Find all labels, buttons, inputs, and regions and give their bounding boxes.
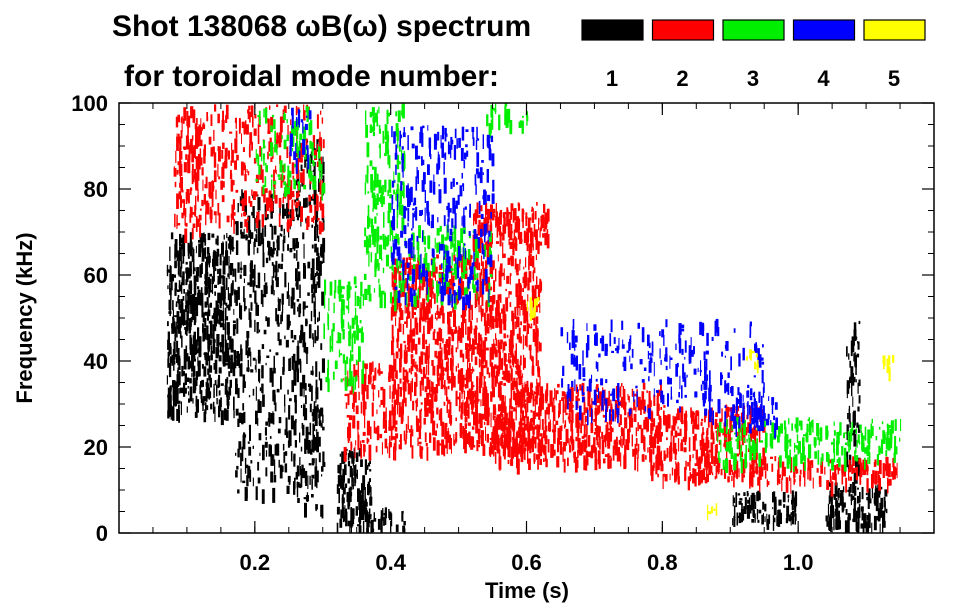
x-tick-label: 0.2 (240, 550, 271, 575)
y-tick-label: 80 (84, 177, 108, 202)
series-n=3-blob-4 (486, 103, 529, 139)
x-tick-label: 0.6 (511, 550, 542, 575)
series-n=1-blob-0 (166, 232, 237, 426)
series-n=1-blob-6 (825, 481, 888, 533)
chart-title-line1: Shot 138068 ωB(ω) spectrum (112, 10, 531, 43)
series-n=1 (166, 139, 888, 533)
series-n=2-blob-1 (201, 104, 325, 235)
series-n=2-blob-2 (343, 361, 392, 462)
series-n=4-blob-0 (289, 107, 312, 174)
y-tick-label: 20 (84, 435, 108, 460)
y-tick-label: 60 (84, 263, 108, 288)
series-n=3-blob-5 (717, 417, 902, 474)
x-tick-label: 0.4 (375, 550, 406, 575)
legend-swatch-mode-2 (651, 19, 715, 41)
series-n=2-blob-0 (173, 106, 203, 244)
y-tick-label: 100 (71, 91, 108, 116)
legend-swatch-mode-4 (792, 19, 856, 41)
legend-swatch-mode-5 (863, 19, 926, 41)
series-n=2-blob-5 (492, 382, 663, 475)
y-tick-label: 40 (84, 349, 108, 374)
series-n=2-blob-4 (472, 202, 550, 259)
series-n=5-blob-1 (707, 503, 718, 521)
x-axis-label: Time (s) (485, 578, 569, 603)
series-n=4 (289, 107, 778, 439)
series-n=5 (526, 297, 895, 521)
series-n=2-blob-6 (648, 404, 766, 491)
x-tick-label: 0.8 (647, 550, 678, 575)
series-n=1-blob-7 (845, 320, 861, 493)
legend-label-mode-4: 4 (817, 66, 830, 91)
series-n=5-blob-3 (882, 355, 895, 382)
legend-label-mode-1: 1 (606, 66, 618, 91)
series-n=1-blob-1 (234, 189, 299, 504)
series-n=4-blob-2 (560, 318, 765, 427)
x-tick-label: 1.0 (783, 550, 814, 575)
legend-label-mode-2: 2 (676, 66, 688, 91)
series-n=1-blob-5 (732, 490, 798, 531)
series-n=3-blob-2 (363, 103, 406, 312)
series-n=4-blob-1 (391, 125, 495, 311)
y-tick-label: 0 (96, 521, 108, 546)
legend-label-mode-3: 3 (747, 66, 759, 91)
spectrum-data (166, 103, 902, 533)
legend: 1 2 3 4 5 (581, 19, 926, 91)
series-n=3-blob-1 (323, 276, 365, 394)
y-axis-label: Frequency (kHz) (12, 232, 37, 403)
axis-ticks: 0.2 0.4 0.6 0.8 1.0 0 20 40 60 80 100 (71, 91, 934, 575)
chart-title-line2: for toroidal mode number: (124, 60, 499, 93)
series-n=3 (255, 103, 902, 474)
series-n=1-blob-4 (357, 507, 406, 533)
legend-label-mode-5: 5 (888, 66, 900, 91)
series-n=3-blob-0 (255, 105, 326, 201)
legend-swatch-mode-1 (581, 19, 644, 41)
legend-swatch-mode-3 (722, 19, 785, 41)
series-n=5-blob-2 (746, 349, 759, 374)
series-n=5-blob-0 (526, 297, 540, 321)
series-n=4-blob-3 (730, 391, 778, 439)
series-n=2 (173, 104, 898, 497)
